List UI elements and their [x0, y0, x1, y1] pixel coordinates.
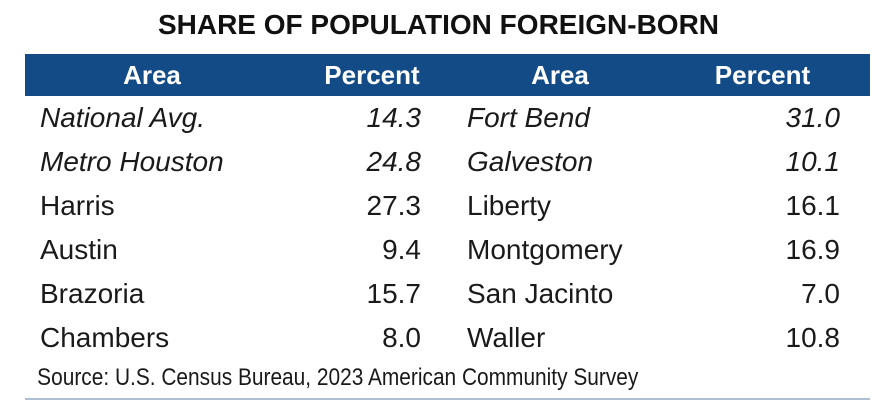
table-row: Austin 9.4 Montgomery 16.9 [25, 228, 870, 272]
percent-cell: 15.7 [366, 278, 422, 309]
column-header-percent-right: Percent [714, 59, 811, 90]
area-cell: Austin [40, 234, 118, 265]
area-cell: Fort Bend [467, 102, 590, 133]
column-header-area-right: Area [531, 59, 589, 90]
table-header-row: Area Percent Area Percent [25, 54, 870, 96]
percent-cell: 16.9 [785, 234, 841, 265]
table-row: Metro Houston 24.8 Galveston 10.1 [25, 140, 870, 184]
table-row: Harris 27.3 Liberty 16.1 [25, 184, 870, 228]
area-cell: Liberty [467, 190, 552, 221]
area-cell: San Jacinto [467, 278, 614, 309]
percent-cell: 9.4 [382, 234, 421, 265]
percent-cell: 14.3 [366, 102, 422, 133]
source-note: Source: U.S. Census Bureau, 2023 America… [37, 364, 639, 391]
percent-cell: 10.1 [785, 146, 841, 177]
foreign-born-table: Area Percent Area Percent National Avg. … [25, 54, 870, 400]
area-cell: National Avg. [40, 102, 205, 133]
area-cell: Metro Houston [40, 146, 224, 177]
column-header-area-left: Area [123, 59, 181, 90]
percent-cell: 16.1 [785, 190, 841, 221]
percent-cell: 27.3 [366, 190, 422, 221]
percent-cell: 24.8 [366, 146, 422, 177]
area-cell: Chambers [40, 322, 170, 353]
table-row: National Avg. 14.3 Fort Bend 31.0 [25, 96, 870, 140]
area-cell: Montgomery [467, 234, 623, 265]
area-cell: Harris [40, 190, 115, 221]
table-row: Chambers 8.0 Waller 10.8 [25, 316, 870, 360]
column-header-percent-left: Percent [324, 59, 420, 90]
area-cell: Waller [467, 322, 546, 353]
percent-cell: 31.0 [785, 102, 841, 133]
area-cell: Brazoria [40, 278, 145, 309]
percent-cell: 10.8 [785, 322, 841, 353]
figure-title: SHARE OF POPULATION FOREIGN-BORN [157, 9, 720, 40]
percent-cell: 7.0 [801, 278, 840, 309]
source-note-row: Source: U.S. Census Bureau, 2023 America… [25, 360, 870, 396]
percent-cell: 8.0 [382, 322, 421, 353]
area-cell: Galveston [467, 146, 594, 177]
table-row: Brazoria 15.7 San Jacinto 7.0 [25, 272, 870, 316]
